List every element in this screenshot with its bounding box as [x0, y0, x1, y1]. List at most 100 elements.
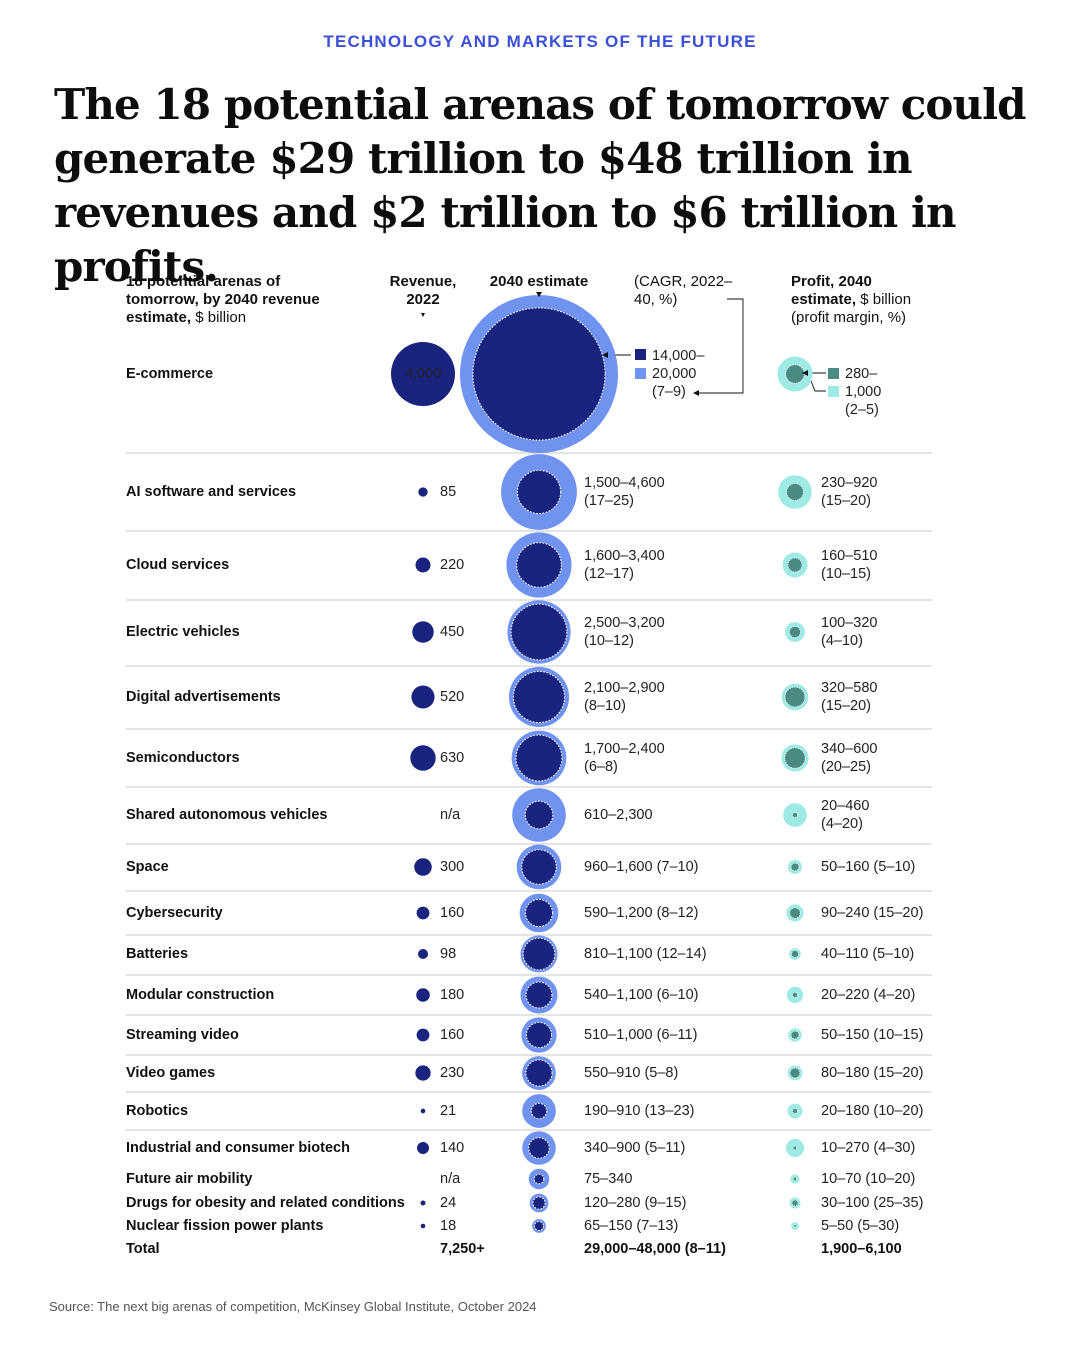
chart-text: E-commerce 4,000 AI software and services 8…: [126, 348, 923, 1257]
legend-high-swatch: [635, 368, 646, 379]
total-revenue-2040: 29,000–48,000 (8–11): [584, 1241, 726, 1257]
estimate-2040-header: 2040 estimate: [474, 273, 604, 291]
revenue-2022-bubble: [415, 1065, 431, 1081]
profit-header-unit: $ billion (profit margin, %): [791, 291, 912, 326]
revenue-2022-value: 140: [440, 1140, 464, 1156]
arena-label: Batteries: [126, 946, 188, 962]
arena-label: Cybersecurity: [126, 905, 223, 921]
profit-pointer-line-2: [810, 380, 826, 392]
arena-label: Nuclear fission power plants: [126, 1218, 323, 1234]
profit-low-bubble: [790, 862, 800, 872]
arenas-header-bold: 18 potential arenas of tomorrow, by 2040…: [126, 273, 320, 326]
revenue-2022-bubble: [420, 1200, 426, 1206]
profit-value: 50–160 (5–10): [821, 859, 915, 875]
revenue-2040-low-bubble: [516, 542, 562, 588]
revenue-2022-value: n/a: [440, 1171, 461, 1187]
revenue-2040-low-bubble: [533, 1220, 545, 1232]
profit-value: (4–20): [821, 816, 863, 832]
revenue-2022-bubble: [391, 342, 455, 406]
revenue-2022-bubble: [420, 1223, 426, 1229]
revenue-2022-bubble: [416, 1028, 430, 1042]
profit-low-bubble: [787, 557, 803, 573]
profit-low-bubble: [792, 1145, 798, 1151]
revenue-2040-low-bubble: [528, 1137, 550, 1159]
revenue-2022-value: 24: [440, 1195, 456, 1211]
profit-low-bubble: [784, 747, 806, 769]
revenue-2022-value: 98: [440, 946, 456, 962]
arena-label: Future air mobility: [126, 1171, 253, 1187]
revenue-2040-value: (6–8): [584, 759, 618, 775]
profit-value: 40–110 (5–10): [821, 946, 914, 962]
revenue-2040-low-bubble: [525, 1021, 553, 1049]
profit-low-bubble: [792, 1176, 798, 1182]
revenue-2040-value: 590–1,200 (8–12): [584, 905, 699, 921]
revenue-2040-value: 550–910 (5–8): [584, 1065, 678, 1081]
revenue-2022-bubble: [417, 1142, 429, 1154]
legend-pointer-arrow: [602, 352, 608, 358]
profit-value: (15–20): [821, 493, 871, 509]
arena-label: AI software and services: [126, 484, 296, 500]
profit-low-bubble: [791, 1199, 799, 1207]
revenue-2040-value: 190–910 (13–23): [584, 1103, 694, 1119]
revenue-2022-value: 180: [440, 987, 464, 1003]
revenue-2040-value: (10–12): [584, 633, 634, 649]
revenue-2022-value: 85: [440, 484, 456, 500]
profit-column-header: Profit, 2040 estimate, $ billion (profit…: [791, 273, 926, 327]
revenue-2040-value: 610–2,300: [584, 807, 653, 823]
profit-legend-high-value: 1,000: [845, 384, 881, 400]
profit-value: 320–580: [821, 680, 877, 696]
profit-value: 20–460: [821, 798, 869, 814]
revenue-2040-value: (8–10): [584, 698, 626, 714]
revenue-2040-low-bubble: [472, 307, 606, 441]
revenue-2040-value: (17–25): [584, 493, 634, 509]
revenue-2040-low-bubble: [524, 898, 554, 928]
profit-low-bubble: [789, 907, 801, 919]
estimate-2040-arrow: [536, 292, 542, 297]
revenue-2022-bubble: [415, 557, 431, 573]
legend-high-value: 20,000: [652, 366, 696, 382]
profit-legend-high-swatch: [828, 386, 839, 397]
profit-value: 10–270 (4–30): [821, 1140, 915, 1156]
profit-value: 80–180 (15–20): [821, 1065, 923, 1081]
profit-low-bubble: [792, 1108, 798, 1114]
revenue-2022-value: 18: [440, 1218, 456, 1234]
revenue-2022-bubble: [410, 745, 436, 771]
profit-header-bold: Profit, 2040 estimate,: [791, 273, 872, 308]
revenue-2040-low-bubble: [516, 469, 562, 515]
profit-low-bubble: [789, 1067, 801, 1079]
legend-cagr-value: (7–9): [652, 384, 686, 400]
estimate-2040-header-text: 2040 estimate: [489, 273, 589, 290]
row-dividers: [126, 298, 932, 1131]
revenue-2022-value: 21: [440, 1103, 456, 1119]
profit-value: 100–320: [821, 615, 877, 631]
revenue-2040-value: 75–340: [584, 1171, 632, 1187]
revenue-2040-low-bubble: [530, 1102, 548, 1120]
revenue-2022-arrow: [421, 313, 425, 317]
legend-low-swatch: [635, 349, 646, 360]
profit-low-bubble: [785, 364, 805, 384]
profit-value: 5–50 (5–30): [821, 1218, 899, 1234]
profit-value: 90–240 (15–20): [821, 905, 923, 921]
revenue-2022-value: 230: [440, 1065, 464, 1081]
revenue-2040-low-bubble: [525, 981, 553, 1009]
revenue-2022-bubble: [416, 988, 430, 1002]
profit-legend-margin-value: (2–5): [845, 402, 879, 418]
profit-value: 30–100 (25–35): [821, 1195, 923, 1211]
profit-legend-low-swatch: [828, 368, 839, 379]
arena-label: Digital advertisements: [126, 689, 281, 705]
revenue-2022-value: 630: [440, 750, 464, 766]
revenue-2040-low-bubble: [524, 800, 554, 830]
revenue-2022-bubble: [416, 906, 430, 920]
profit-value: 230–920: [821, 475, 877, 491]
revenue-2022-bubble: [412, 621, 434, 643]
arena-label: E-commerce: [126, 366, 213, 382]
revenue-2022-bubble: [417, 948, 429, 960]
legend-low-value: 14,000–: [652, 348, 705, 364]
revenue-2040-value: 810–1,100 (12–14): [584, 946, 707, 962]
cagr-bracket-line: [697, 298, 744, 394]
revenue-2040-value: 1,500–4,600: [584, 475, 665, 491]
arenas-column-header: 18 potential arenas of tomorrow, by 2040…: [126, 273, 356, 327]
revenue-2022-bubble: [414, 858, 432, 876]
revenue-2040-low-bubble: [510, 603, 568, 661]
profit-value: 20–180 (10–20): [821, 1103, 923, 1119]
